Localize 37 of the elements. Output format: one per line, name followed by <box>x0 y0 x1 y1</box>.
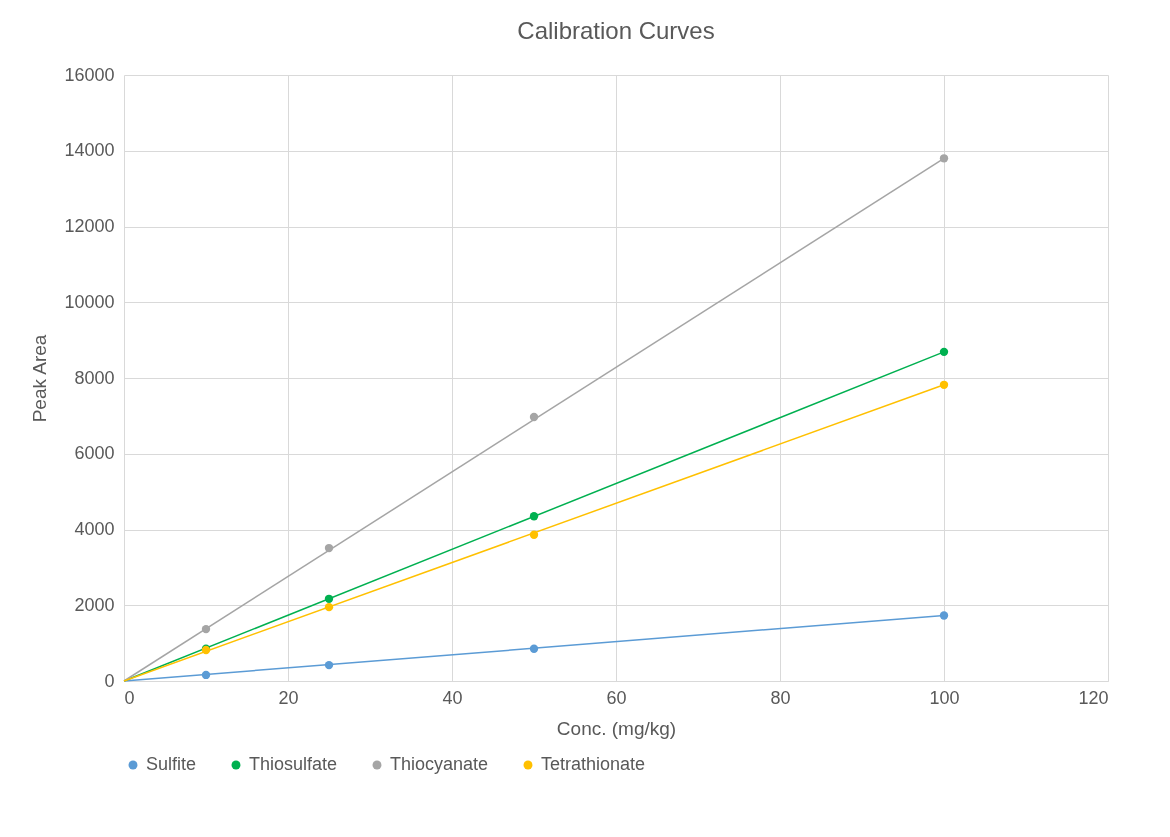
y-tick-label: 0 <box>104 670 115 691</box>
y-tick-label: 6000 <box>74 443 115 464</box>
x-tick-label: 80 <box>770 687 791 708</box>
point <box>529 512 539 521</box>
y-tick-label: 4000 <box>74 519 115 539</box>
x-tick-label: 40 <box>442 687 463 708</box>
legend-label: Thiocyanate <box>390 754 489 774</box>
legend-label: Sulfite <box>146 754 197 774</box>
y-tick-label: 16000 <box>64 64 115 85</box>
x-tick-label: 60 <box>606 687 627 708</box>
point <box>939 347 949 357</box>
point <box>324 543 334 553</box>
x-tick-label: 120 <box>1078 687 1109 708</box>
point <box>939 380 949 389</box>
point <box>324 660 334 670</box>
y-tick-label: 2000 <box>74 594 115 615</box>
x-tick-label: 20 <box>278 687 299 708</box>
x-tick-label: 100 <box>929 687 960 708</box>
y-tick-label: 14000 <box>64 140 115 161</box>
point <box>529 644 539 653</box>
point <box>201 624 211 634</box>
x-axis-title: Conc. (mg/kg) <box>556 717 677 739</box>
point <box>529 530 539 539</box>
y-axis-title: Peak Area <box>29 334 51 423</box>
point <box>529 412 539 422</box>
point <box>324 602 334 612</box>
point <box>324 594 334 603</box>
point <box>939 154 949 163</box>
legend-label: Tetrathionate <box>541 754 646 774</box>
chart-title: Calibration Curves <box>517 17 715 44</box>
y-tick-label: 8000 <box>74 367 115 388</box>
y-tick-label: 10000 <box>64 291 115 312</box>
legend-label: Thiosulfate <box>249 754 338 774</box>
point <box>939 611 949 620</box>
point <box>201 670 211 680</box>
y-tick-label: 12000 <box>64 216 115 236</box>
x-tick-label: 0 <box>124 687 135 708</box>
